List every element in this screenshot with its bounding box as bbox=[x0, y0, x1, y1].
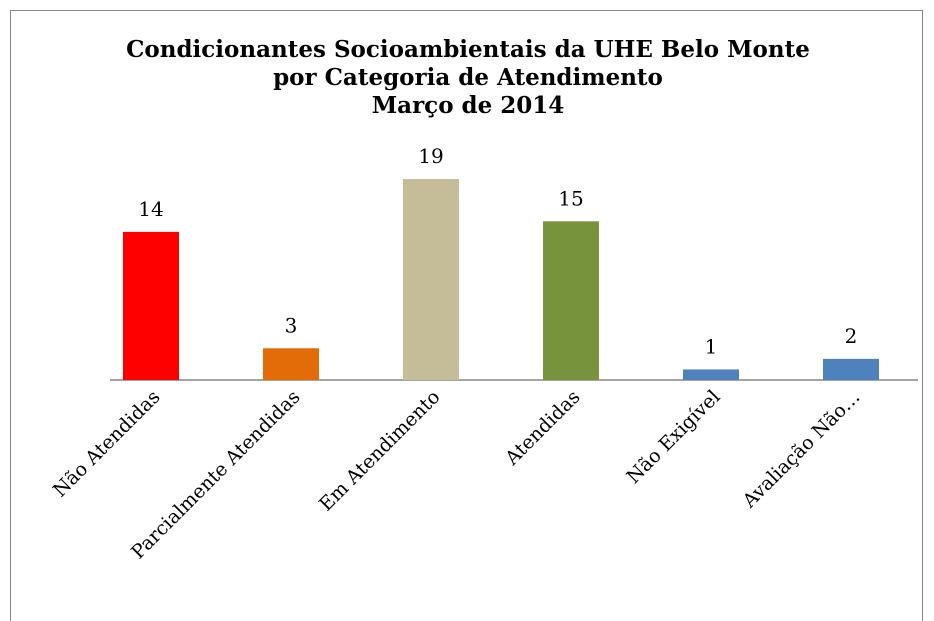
chart-border bbox=[10, 10, 923, 621]
value-label: 3 bbox=[285, 313, 298, 337]
value-label: 1 bbox=[705, 334, 718, 358]
value-label: 15 bbox=[558, 186, 583, 210]
title-line: Condicionantes Socioambientais da UHE Be… bbox=[126, 36, 810, 63]
title-line: Março de 2014 bbox=[372, 92, 565, 119]
bar bbox=[683, 369, 739, 380]
value-label: 14 bbox=[138, 197, 163, 221]
bar bbox=[543, 221, 599, 380]
value-label: 19 bbox=[418, 144, 443, 168]
bar bbox=[263, 348, 319, 380]
chart-title: Condicionantes Socioambientais da UHE Be… bbox=[126, 36, 810, 119]
value-label: 2 bbox=[845, 324, 858, 348]
bar bbox=[403, 178, 459, 380]
bar bbox=[123, 231, 179, 380]
title-line: por Categoria de Atendimento bbox=[273, 64, 663, 91]
bar bbox=[823, 358, 879, 380]
